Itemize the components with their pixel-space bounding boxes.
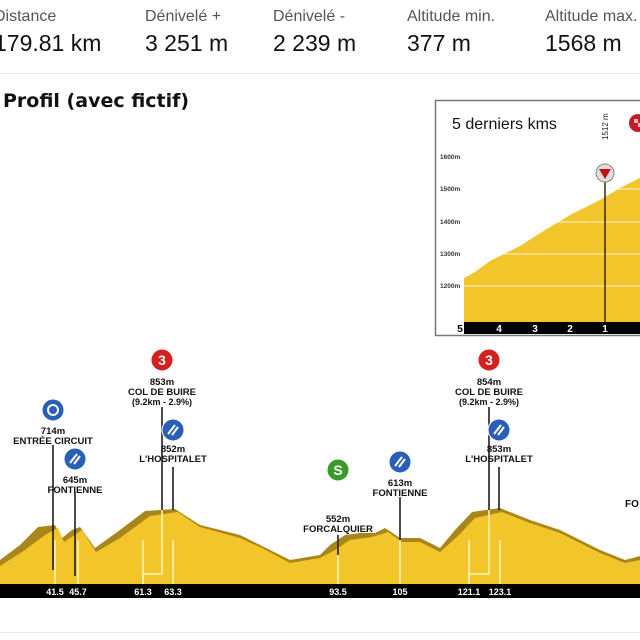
stat-elevation-gain: Dénivelé + 3 251 m xyxy=(145,8,228,57)
km-bar xyxy=(0,584,640,598)
waypoint-name: COL DE BUIRE xyxy=(455,387,523,398)
waypoint-altitude: 552m xyxy=(326,514,350,525)
profile-title: Profil (avec fictif) xyxy=(3,90,190,112)
waypoint-altitude: 613m xyxy=(388,478,412,489)
sprint-s-icon: S xyxy=(326,458,350,482)
waypoint-altitude: 854m xyxy=(477,377,501,388)
circuit-icon xyxy=(41,398,65,422)
badge-label: 3 xyxy=(158,352,166,368)
waypoint-name: COL DE BUIRE xyxy=(128,387,196,398)
stat-value: 3 251 m xyxy=(145,30,229,56)
inset-km-tick: 3 xyxy=(532,324,538,335)
km-mark: 93.5 xyxy=(329,587,347,597)
inset-y-tick: 1200m xyxy=(440,283,460,290)
flamme-rouge-icon xyxy=(595,163,615,183)
km-mark: 105 xyxy=(392,587,407,597)
inset-km-tick: 2 xyxy=(567,324,573,335)
profile-fill xyxy=(0,512,640,584)
sprint-icon xyxy=(63,447,87,471)
inset-y-tick: 1400m xyxy=(440,219,460,226)
waypoint-altitude: 853m xyxy=(487,444,511,455)
waypoint-name: L'HOSPITALET xyxy=(465,454,533,465)
climb-cat-3-icon: 3 xyxy=(477,348,501,372)
badge-label: S xyxy=(333,462,342,478)
cut-off-label: FO xyxy=(625,499,639,510)
inset-km-tick: 1 xyxy=(602,324,608,335)
waypoint-name: L'HOSPITALET xyxy=(139,454,207,465)
waypoint-altitude: 714m xyxy=(41,426,65,437)
sprint-icon xyxy=(388,450,412,474)
stat-label: Altitude max. xyxy=(545,8,638,25)
waypoint-detail: (9.2km - 2.9%) xyxy=(132,397,192,407)
km-mark: 63.3 xyxy=(164,587,182,597)
km-mark: 41.5 xyxy=(46,587,64,597)
stat-value: 179.81 km xyxy=(0,30,102,56)
inset-title: 5 derniers kms xyxy=(452,116,557,133)
finish-flag-icon xyxy=(629,114,640,132)
inset-y-tick: 1500m xyxy=(440,186,460,193)
waypoint-name: FONTIENNE xyxy=(48,485,103,496)
stat-label: Distance xyxy=(0,8,57,25)
stat-value: 377 m xyxy=(407,30,471,56)
km-mark: 61.3 xyxy=(134,587,152,597)
waypoint-name: ENTRÉE CIRCUIT xyxy=(13,436,93,447)
stat-label: Dénivelé + xyxy=(145,8,222,25)
inset-km-tick: 4 xyxy=(496,324,502,335)
stat-altitude-max: Altitude max. 1568 m xyxy=(545,8,637,57)
waypoint-name: FONTIENNE xyxy=(373,488,428,499)
stat-altitude-min: Altitude min. 377 m xyxy=(407,8,495,57)
stat-distance: Distance 179.81 km xyxy=(0,8,101,57)
climb-cat-3-icon: 3 xyxy=(150,348,174,372)
waypoint-detail: (9.2km - 2.9%) xyxy=(459,397,519,407)
inset-last-5km: 5 derniers kms 1600m 1500m 1400m 1300m 1… xyxy=(434,99,640,337)
km-mark: 123.1 xyxy=(489,587,512,597)
inset-y-tick: 1300m xyxy=(440,251,460,258)
inset-km-tick: 5 xyxy=(457,324,463,335)
waypoint-altitude: 645m xyxy=(63,475,87,486)
badge-label: 3 xyxy=(485,352,493,368)
km-mark: 121.1 xyxy=(458,587,481,597)
divider xyxy=(0,632,640,633)
stat-label: Dénivelé - xyxy=(273,8,346,25)
inset-y-tick: 1600m xyxy=(440,154,460,161)
waypoint-name: FORCALQUIER xyxy=(303,524,373,535)
waypoint-altitude: 853m xyxy=(150,377,174,388)
sprint-icon xyxy=(161,418,185,442)
sprint-icon xyxy=(487,418,511,442)
divider xyxy=(0,73,640,74)
stat-label: Altitude min. xyxy=(407,8,496,25)
stat-value: 1568 m xyxy=(545,30,622,56)
waypoint-altitude: 852m xyxy=(161,444,185,455)
stat-value: 2 239 m xyxy=(273,30,357,56)
km-mark: 45.7 xyxy=(69,587,87,597)
inset-marker-label: 1512 m xyxy=(601,113,610,140)
stat-elevation-loss: Dénivelé - 2 239 m xyxy=(273,8,356,57)
